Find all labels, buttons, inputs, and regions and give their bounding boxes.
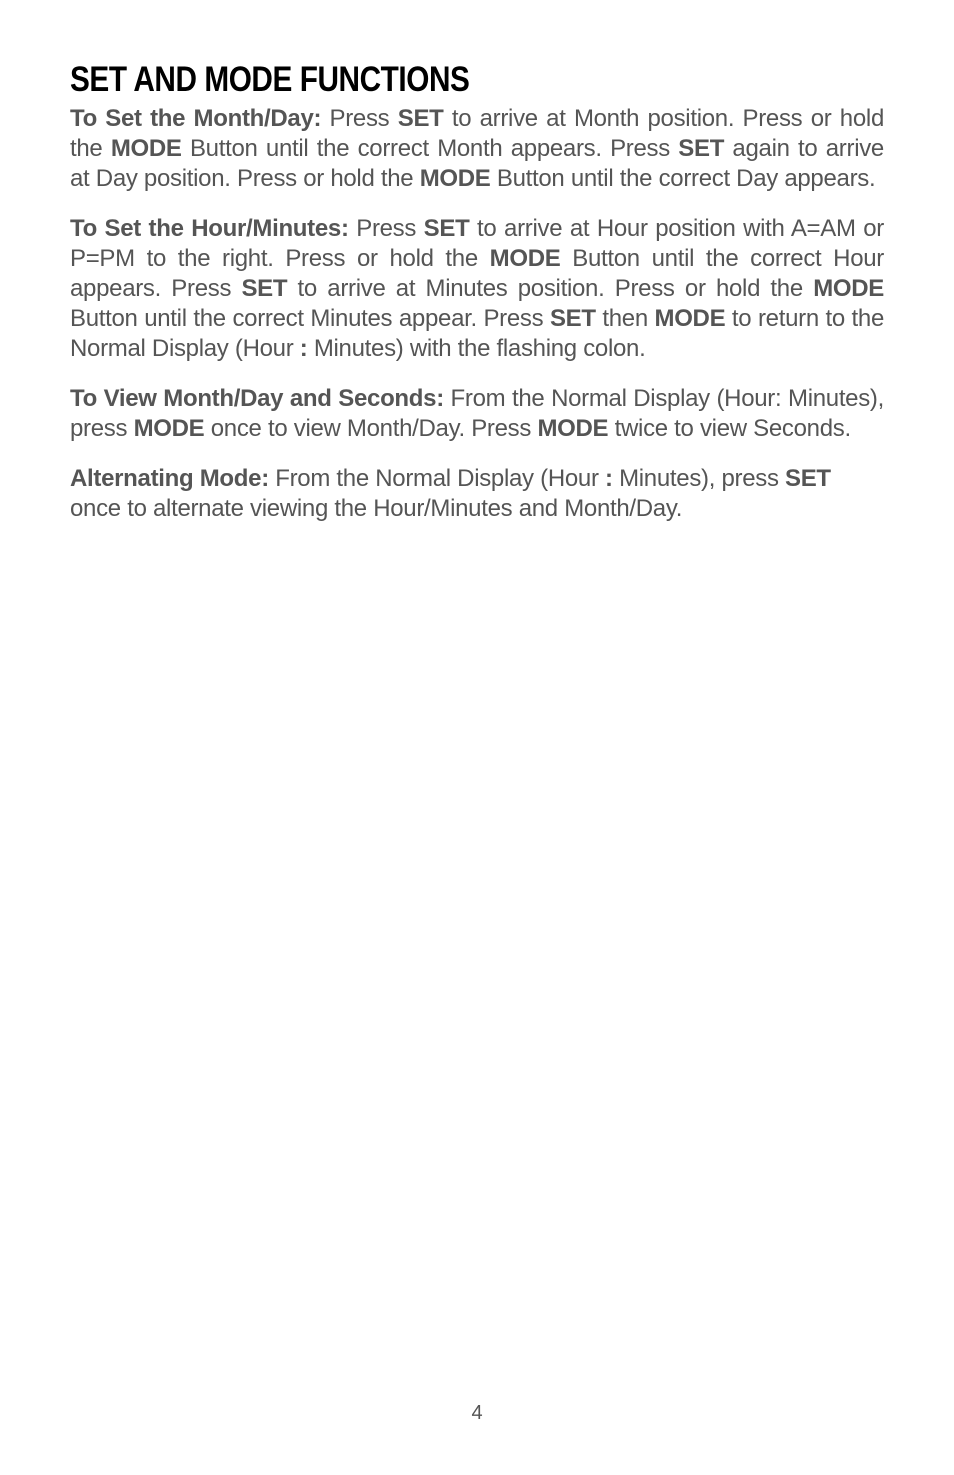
set-keyword: SET (785, 465, 831, 492)
set-keyword: SET (424, 215, 470, 242)
text: twice to view Seconds. (608, 415, 851, 442)
set-keyword: SET (398, 105, 444, 132)
colon-keyword: : (605, 465, 613, 492)
set-hour-minutes-paragraph: To Set the Hour/Minutes: Press SET to ar… (70, 214, 884, 364)
text: then (596, 305, 655, 332)
text: Press (321, 105, 398, 132)
view-month-day-seconds-paragraph: To View Month/Day and Seconds: From the … (70, 384, 884, 444)
text: Minutes), press (613, 465, 785, 492)
text: Minutes) with the flashing colon. (307, 335, 645, 362)
alternating-mode-label: Alternating Mode: (70, 465, 269, 492)
set-month-day-paragraph: To Set the Month/Day: Press SET to arriv… (70, 104, 884, 194)
text: once to alternate viewing the Hour/Minut… (70, 495, 682, 522)
page-number: 4 (0, 1402, 954, 1425)
mode-keyword: MODE (655, 305, 726, 332)
text: Press (349, 215, 424, 242)
text: to arrive at Minutes position. Press or … (287, 275, 813, 302)
set-hour-minutes-label: To Set the Hour/Minutes: (70, 215, 349, 242)
set-keyword: SET (550, 305, 596, 332)
alternating-mode-paragraph: Alternating Mode: From the Normal Displa… (70, 464, 884, 524)
mode-keyword: MODE (490, 245, 561, 272)
section-heading: SET AND MODE FUNCTIONS (70, 60, 762, 100)
mode-keyword: MODE (537, 415, 608, 442)
set-keyword: SET (678, 135, 724, 162)
mode-keyword: MODE (813, 275, 884, 302)
mode-keyword: MODE (134, 415, 205, 442)
mode-keyword: MODE (111, 135, 182, 162)
view-month-day-seconds-label: To View Month/Day and Seconds: (70, 385, 444, 412)
mode-keyword: MODE (420, 165, 491, 192)
set-month-day-label: To Set the Month/Day: (70, 105, 321, 132)
text: Button until the correct Minutes appear.… (70, 305, 550, 332)
text: Button until the correct Day appears. (491, 165, 876, 192)
text: Button until the correct Month appears. … (182, 135, 679, 162)
set-keyword: SET (241, 275, 287, 302)
text: once to view Month/Day. Press (204, 415, 537, 442)
text: From the Normal Display (Hour (269, 465, 605, 492)
